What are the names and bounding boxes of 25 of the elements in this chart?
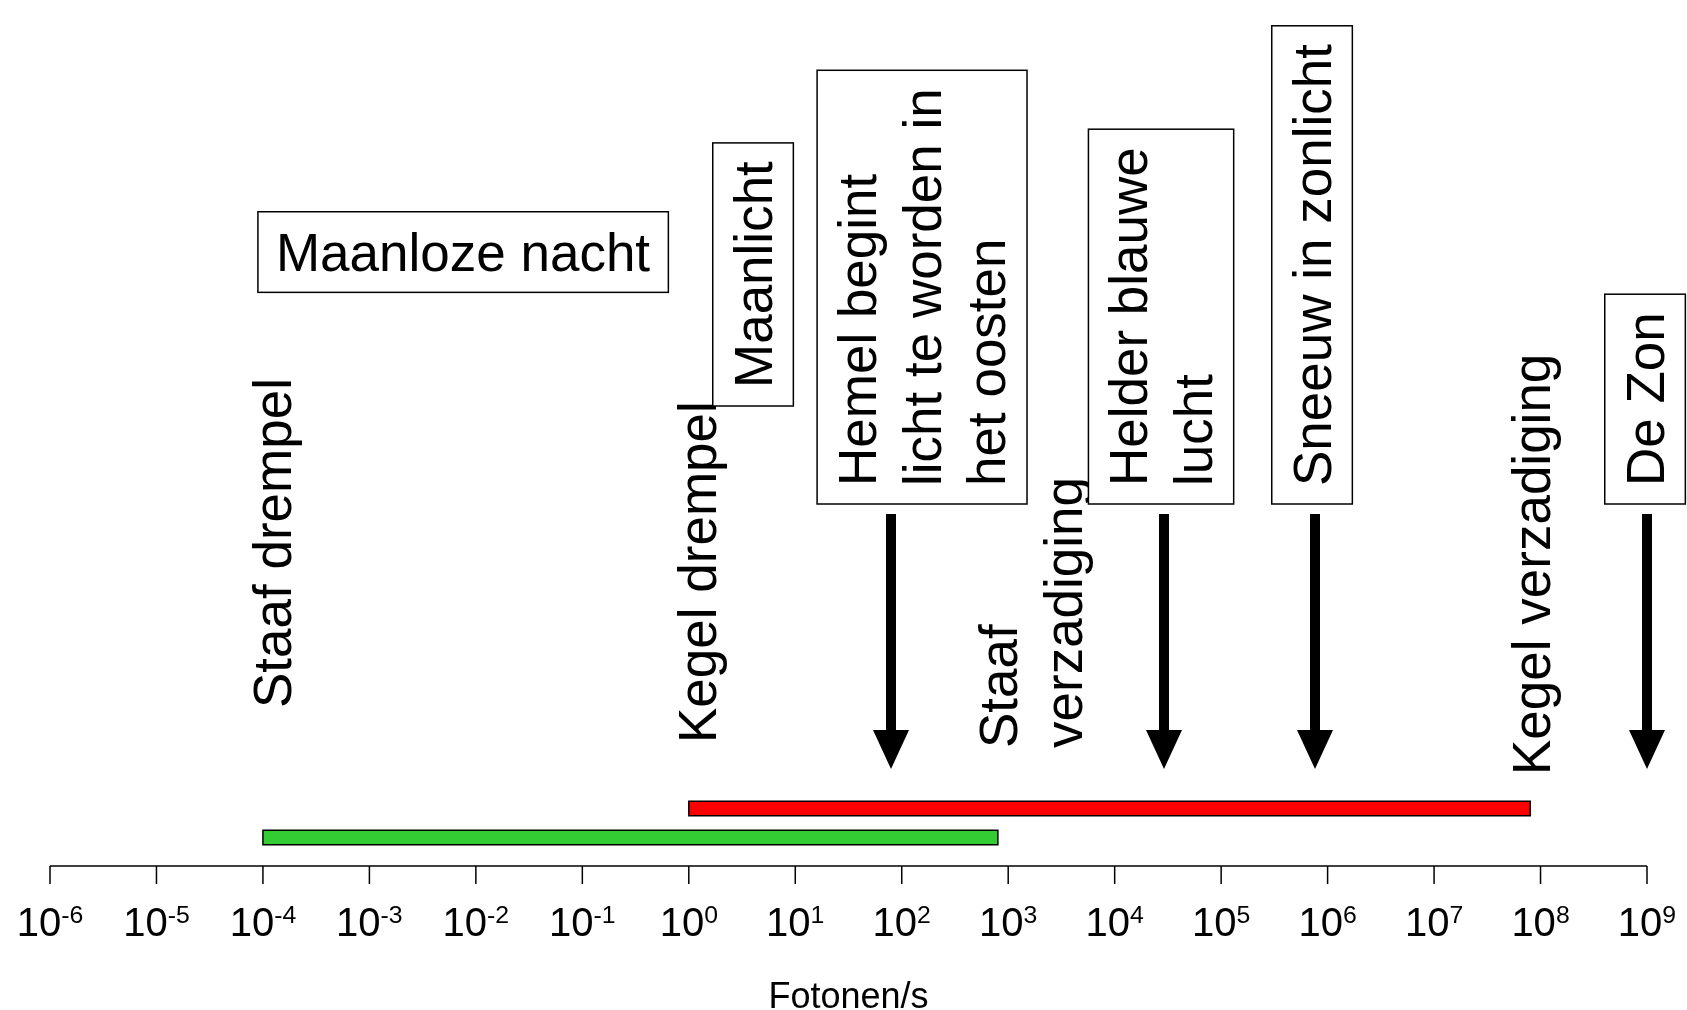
- x-tick-label: 10$^{-3}$: [336, 900, 403, 944]
- x-tick-label: 10$^{-5}$: [123, 900, 190, 944]
- text: Helder blauwe lucht: [1099, 147, 1223, 486]
- x-tick-label: 10$^{4}$: [1085, 900, 1145, 944]
- x-tick-label: 10$^{8}$: [1511, 900, 1570, 944]
- x-tick-label: 10$^{9}$: [1617, 900, 1677, 944]
- text: Staaf drempel: [242, 378, 302, 708]
- x-tick-label: 10$^{5}$: [1191, 900, 1251, 944]
- x-tick-label: 10$^{3}$: [979, 900, 1038, 944]
- x-tick-label: 10$^{-6}$: [16, 900, 84, 944]
- x-tick-label: 10$^{1}$: [766, 900, 825, 944]
- x-axis-title: Fotonen/s: [768, 975, 929, 1010]
- text: Sneeuw in zonlicht: [1282, 43, 1342, 486]
- text: Maanloze nacht: [275, 222, 651, 282]
- text: Kegel drempel: [667, 401, 727, 743]
- x-tick-label: 10$^{-1}$: [549, 900, 616, 944]
- x-tick-label: 10$^{6}$: [1298, 900, 1357, 944]
- x-tick-label: 10$^{-2}$: [442, 900, 510, 944]
- text: Kegel verzadiging: [1501, 353, 1561, 775]
- x-tick-label: 10$^{7}$: [1404, 900, 1464, 944]
- x-tick-label: 10$^{-4}$: [229, 900, 297, 944]
- text: De Zon: [1615, 312, 1675, 486]
- text: Maanlicht: [723, 160, 783, 388]
- x-tick-label: 10$^{2}$: [872, 900, 931, 944]
- x-tick-label: 10$^{0}$: [659, 900, 718, 944]
